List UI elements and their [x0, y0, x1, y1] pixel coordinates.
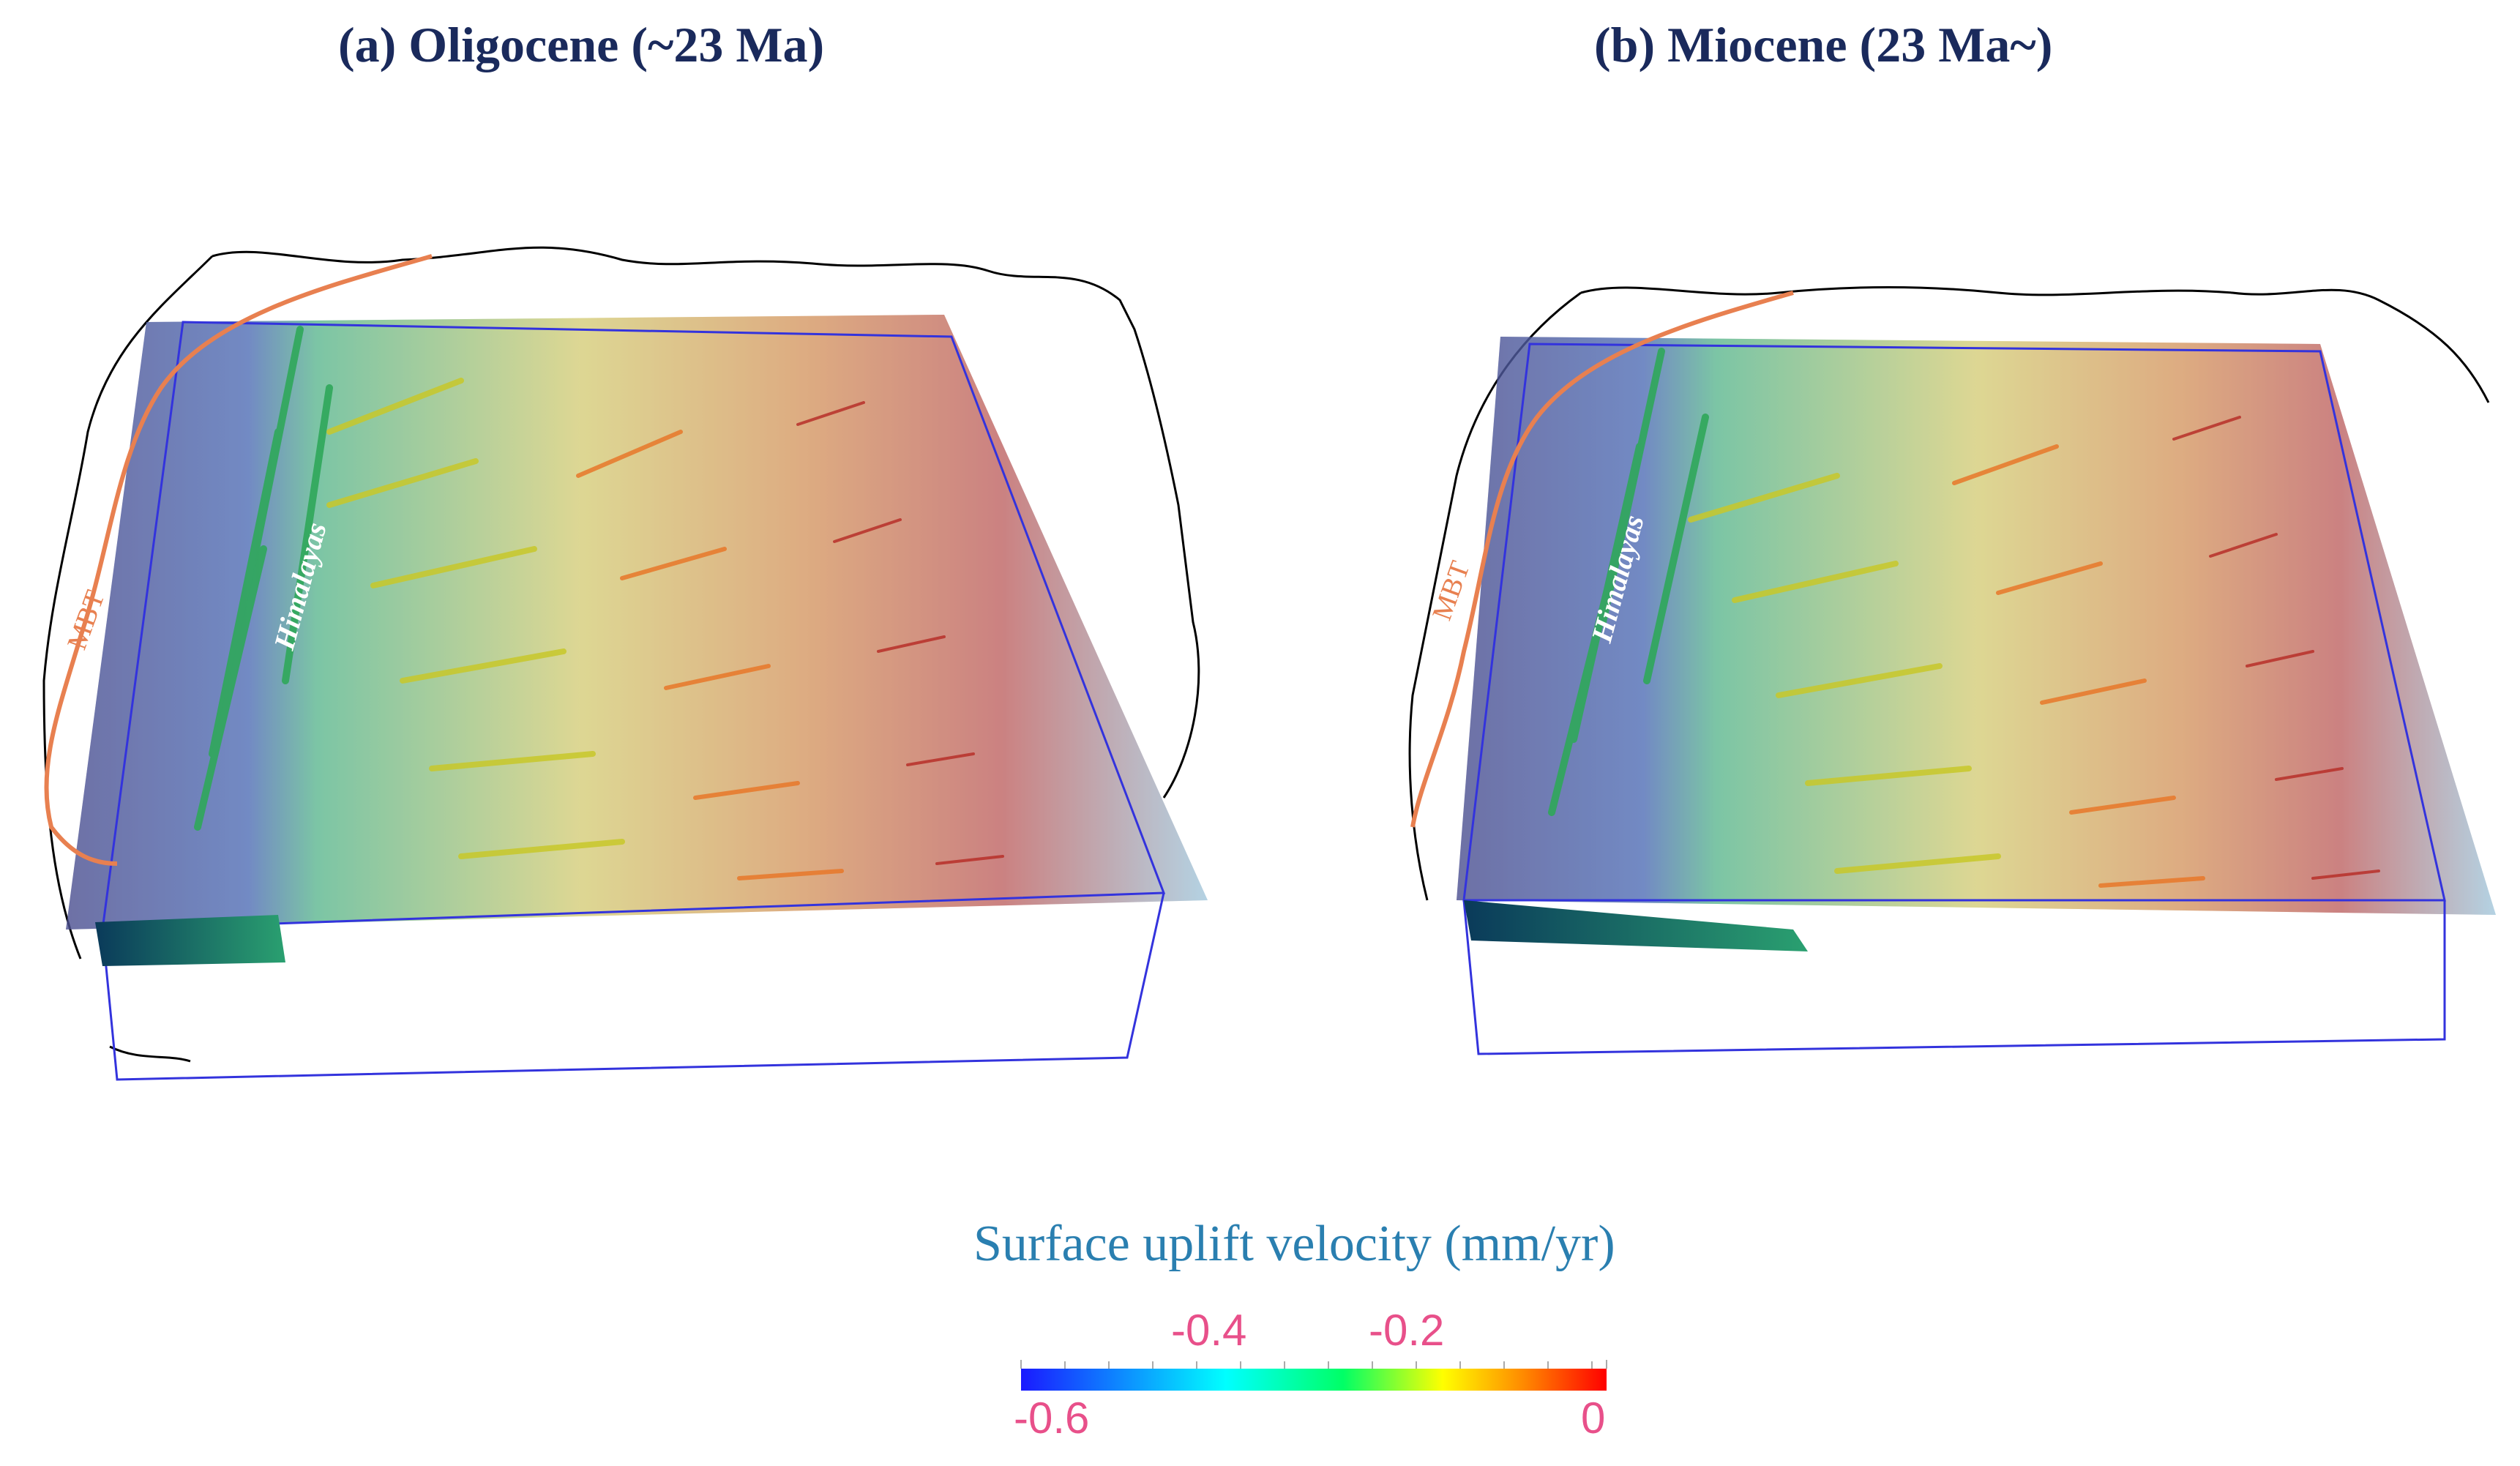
velocity-vectors-green [1548, 348, 1709, 816]
model-surface [66, 315, 1208, 930]
mbt-fault-line [1410, 291, 1794, 828]
colorbar [1020, 1360, 1607, 1391]
model-surface-tint [1457, 337, 2496, 915]
mbt-fault-line [44, 254, 433, 866]
panel-b-title: (b) Miocene (23 Ma~) [1594, 17, 2053, 72]
velocity-vectors-green [194, 326, 333, 831]
fault-label: MBT [61, 586, 111, 654]
velocity-vectors-yellow [1688, 473, 2001, 874]
colorbar-label: -0.2 [1369, 1306, 1445, 1355]
colorbar-max-label: 0 [1581, 1394, 1606, 1443]
panel-a-visualization: Himalayas MBT [42, 246, 1208, 1081]
velocity-vectors-red [796, 401, 1004, 865]
colorbar-gradient [1021, 1369, 1607, 1391]
bounding-box [1462, 343, 2446, 1055]
colorbar-ticks [1020, 1360, 1607, 1369]
colorbar-title: Surface uplift velocity (mm/yr) [973, 1216, 1615, 1272]
panel-a-title: (a) Oligocene (~23 Ma) [338, 17, 825, 72]
panel-b-visualization: Himalayas MBT [1408, 286, 2496, 1055]
velocity-vectors-yellow [326, 378, 625, 859]
velocity-vectors-red [2172, 416, 2380, 880]
subducting-slab [1464, 900, 1808, 951]
colorbar-min-label: -0.6 [1014, 1394, 1090, 1443]
velocity-vectors-orange [576, 430, 844, 880]
velocity-vectors-orange [1952, 444, 2205, 888]
model-surface [1457, 337, 2496, 915]
bounding-box [101, 321, 1166, 1081]
model-surface-tint [66, 315, 1208, 930]
colorbar-label: -0.4 [1171, 1306, 1247, 1355]
subducting-slab [95, 915, 285, 966]
